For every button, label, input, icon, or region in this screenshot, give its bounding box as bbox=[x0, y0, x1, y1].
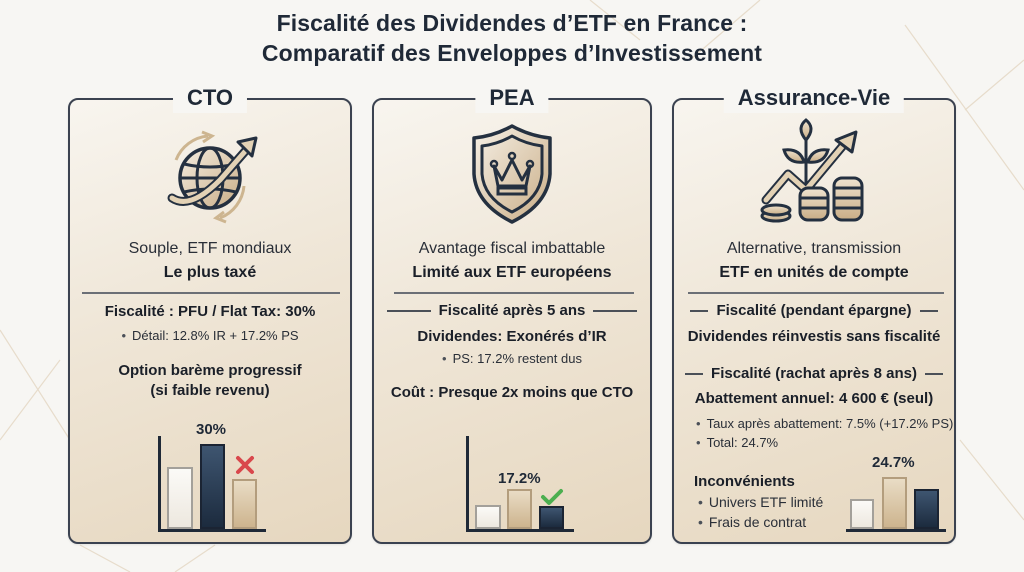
card-title: PEA bbox=[475, 83, 549, 113]
divider bbox=[688, 292, 944, 294]
card-pea: PEA Avantage fiscal imbattable Limité au… bbox=[372, 83, 652, 544]
tagline: Alternative, transmission bbox=[726, 240, 902, 257]
dash bbox=[386, 309, 431, 312]
bar-3 bbox=[539, 506, 564, 529]
bar-2 bbox=[507, 489, 532, 529]
pea-bar-chart: 17.2% bbox=[466, 436, 586, 532]
ps-detail: PS: 17.2% restent dus bbox=[442, 351, 582, 366]
tagline: Avantage fiscal imbattable bbox=[418, 240, 606, 257]
card-title: CTO bbox=[172, 83, 248, 113]
bar-1 bbox=[167, 467, 193, 529]
fiscal-saving-title: Fiscalité (pendant épargne) bbox=[716, 302, 912, 319]
dash bbox=[685, 372, 704, 375]
bar-1 bbox=[475, 505, 501, 529]
cross-icon bbox=[236, 456, 254, 474]
cons-item: Univers ETF limité bbox=[698, 492, 823, 512]
bar-1 bbox=[850, 499, 874, 529]
bar-2 bbox=[200, 444, 225, 529]
assurance-vie-bar-chart: 24.7% bbox=[844, 452, 950, 532]
bar-value-label: 30% bbox=[196, 421, 227, 438]
cto-bar-chart: 30% bbox=[158, 421, 278, 532]
bar-value-label: 17.2% bbox=[498, 470, 541, 487]
bar-3 bbox=[914, 489, 939, 529]
check-icon bbox=[541, 489, 563, 505]
tagline: Souple, ETF mondiaux bbox=[128, 240, 292, 257]
fiscal-title: Fiscalité après 5 ans bbox=[438, 302, 586, 319]
cost-text: Coût : Presque 2x moins que CTO bbox=[390, 384, 634, 401]
fiscal-withdraw-title: Fiscalité (rachat après 8 ans) bbox=[711, 365, 917, 382]
option-line-1: Option barème progressif bbox=[118, 362, 302, 379]
dash bbox=[593, 309, 638, 312]
option-line-2: (si faible revenu) bbox=[150, 382, 270, 399]
fiscal-saving-text: Dividendes réinvestis sans fiscalité bbox=[687, 328, 941, 345]
dash bbox=[690, 309, 709, 312]
cons-item: Frais de contrat bbox=[698, 512, 823, 532]
plant-coins-growth-icon bbox=[754, 118, 874, 233]
fiscal-title: Fiscalité : PFU / Flat Tax: 30% bbox=[104, 303, 316, 320]
globe-arrow-icon bbox=[150, 120, 270, 235]
bar-3 bbox=[232, 479, 257, 529]
tagline-bold: Le plus taxé bbox=[163, 264, 257, 281]
bar-2 bbox=[882, 477, 907, 529]
rate-detail: Taux après abattement: 7.5% (+17.2% PS) bbox=[696, 414, 954, 433]
allowance-text: Abattement annuel: 4 600 € (seul) bbox=[694, 390, 934, 407]
divider bbox=[82, 292, 340, 294]
dash bbox=[924, 372, 943, 375]
dash bbox=[919, 309, 938, 312]
cons-title: Inconvénients bbox=[694, 473, 795, 490]
card-title: Assurance-Vie bbox=[723, 83, 905, 113]
total-text: Total: 24.7% bbox=[696, 433, 953, 452]
shield-crown-icon bbox=[464, 122, 560, 231]
dividends-text: Dividendes: Exonérés d’IR bbox=[417, 328, 607, 345]
tagline-bold: Limité aux ETF européens bbox=[412, 264, 612, 281]
tagline-bold: ETF en unités de compte bbox=[719, 264, 909, 281]
bar-value-label: 24.7% bbox=[872, 454, 915, 471]
fiscal-detail: Détail: 12.8% IR + 17.2% PS bbox=[121, 328, 298, 343]
page-title: Fiscalité des Dividendes d’ETF en France… bbox=[261, 10, 763, 66]
card-assurance-vie: Assurance-Vie bbox=[672, 83, 956, 544]
divider bbox=[394, 292, 634, 294]
card-cto: CTO Souple, ETF mondiaux Le plus taxé Fi… bbox=[68, 83, 352, 544]
